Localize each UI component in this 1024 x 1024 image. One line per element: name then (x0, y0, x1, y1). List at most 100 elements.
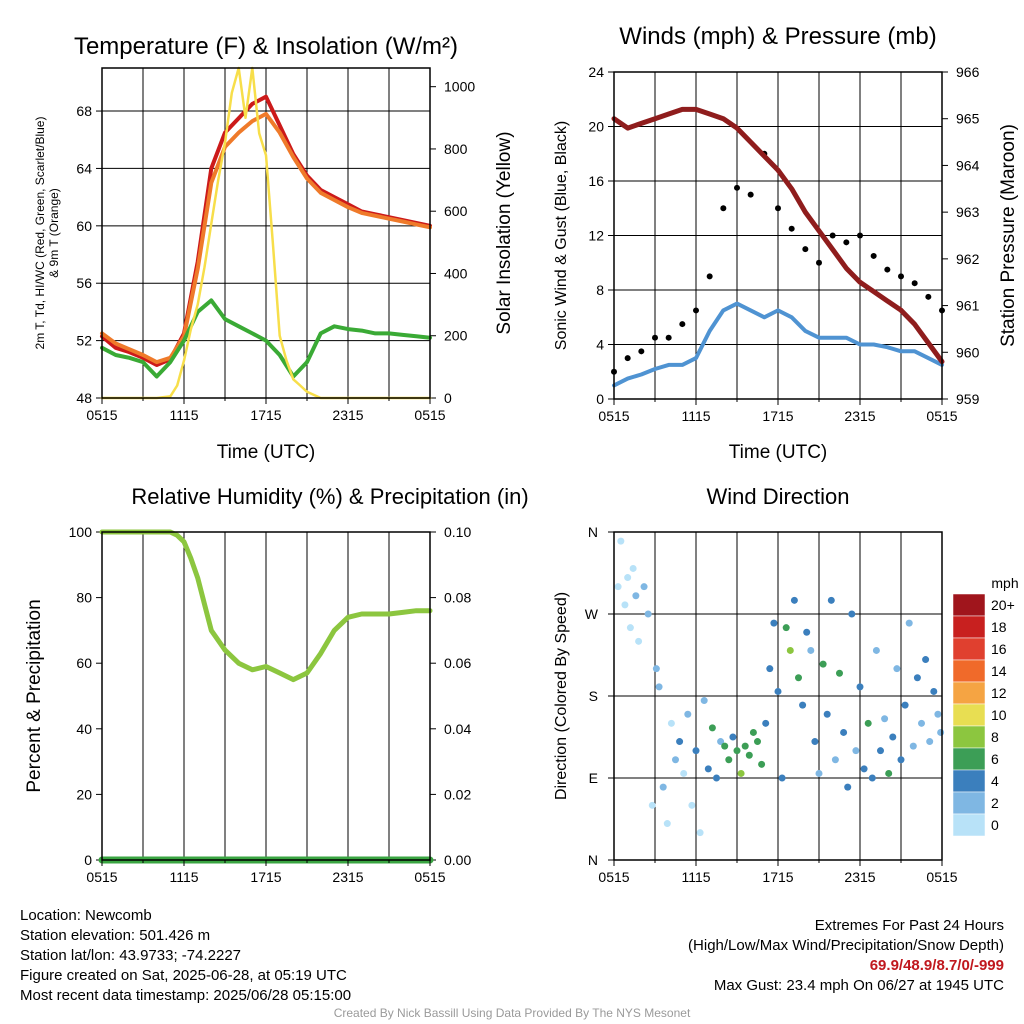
direction-point (836, 669, 843, 677)
direction-point (799, 701, 807, 709)
y2-tick-label: 961 (956, 298, 980, 314)
y2-tick-label: 1000 (444, 79, 475, 95)
direction-point (758, 760, 766, 768)
gust-point (911, 280, 918, 287)
direction-point (815, 769, 823, 777)
x-tick-label: 0515 (414, 407, 445, 423)
direction-point (644, 610, 652, 618)
direction-point (790, 596, 798, 604)
gust-point (747, 191, 754, 198)
direction-point (659, 783, 667, 791)
direction-point (795, 674, 802, 682)
y2-tick-label: 960 (956, 344, 980, 360)
x-tick-label: 0515 (414, 869, 445, 885)
legend-swatch (952, 615, 986, 639)
y-tick-label: 8 (596, 282, 604, 298)
gust-point (870, 252, 877, 259)
x-tick-label: 2315 (332, 869, 363, 885)
direction-point (676, 738, 684, 746)
x-tick-label: 0515 (86, 869, 117, 885)
y2-tick-label: 0.10 (444, 524, 471, 540)
gust-point (638, 348, 645, 355)
legend-swatch (952, 681, 986, 705)
gust-point (829, 232, 836, 239)
legend-swatch (952, 813, 986, 837)
direction-point (811, 738, 819, 746)
legend-label: 16 (991, 641, 1007, 657)
gust-point (898, 273, 904, 280)
panel-title: Wind Direction (706, 484, 849, 509)
insolation-line (100, 66, 432, 400)
y-tick-label: E (589, 770, 598, 786)
x-tick-label: 0515 (926, 408, 957, 424)
x-tick-label: 1715 (762, 408, 793, 424)
panel-title: Winds (mph) & Pressure (mb) (619, 23, 936, 50)
direction-point (786, 646, 794, 654)
y-tick-label: 20 (588, 119, 604, 135)
gust-point (857, 232, 863, 239)
direction-point (827, 596, 835, 604)
direction-point (614, 583, 622, 591)
x-tick-label: 1115 (169, 407, 198, 423)
y-tick-label: 52 (76, 333, 92, 349)
y2-tick-label: 959 (956, 391, 980, 407)
x-tick-label: 1115 (169, 869, 198, 885)
direction-point (930, 687, 938, 695)
direction-point (684, 710, 692, 718)
gust-point (775, 205, 781, 212)
y2-tick-label: 0.00 (444, 852, 471, 868)
direction-point (635, 637, 643, 645)
direction-point (652, 665, 660, 673)
x-tick-label: 1715 (250, 407, 281, 423)
direction-point (901, 701, 909, 709)
wind-line (612, 301, 944, 388)
gust-point (843, 239, 850, 246)
gust-point (693, 307, 699, 314)
gust-point (624, 355, 631, 362)
y-axis-label: Sonic Wind & Gust (Blue, Black) (553, 121, 570, 350)
y-axis-label: Direction (Colored By Speed) (553, 592, 570, 800)
x-axis-label: Time (UTC) (217, 442, 316, 463)
y-tick-label: 16 (588, 173, 604, 189)
direction-point (774, 687, 782, 695)
legend-label: 14 (991, 663, 1007, 679)
y2-tick-label: 964 (956, 157, 980, 173)
direction-point (877, 747, 884, 755)
elevation-text: Station elevation: 501.426 m (20, 927, 211, 944)
gust-point (720, 205, 727, 212)
credit-text: Created By Nick Bassill Using Data Provi… (333, 1006, 691, 1020)
direction-point (909, 742, 917, 750)
y-tick-label: S (589, 688, 598, 704)
direction-point (672, 756, 679, 764)
direction-point (725, 756, 733, 764)
direction-point (721, 742, 729, 750)
direction-point (770, 619, 778, 627)
direction-point (819, 660, 827, 668)
direction-point (913, 674, 921, 682)
y2-tick-label: 966 (956, 64, 980, 80)
max-gust-text: Max Gust: 23.4 mph On 06/27 at 1945 UTC (713, 977, 1004, 994)
direction-point (844, 783, 852, 791)
direction-point (713, 774, 720, 782)
direction-point (648, 801, 656, 809)
y-axis-label-line2: & 9m T (Orange) (47, 188, 61, 278)
y2-tick-label: 200 (444, 328, 468, 344)
gust-point (706, 273, 713, 280)
direction-point (893, 665, 901, 673)
legend-swatch (952, 769, 986, 793)
direction-point (667, 719, 675, 727)
y-tick-label: W (585, 606, 599, 622)
legend-label: 20+ (991, 597, 1015, 613)
direction-point (749, 728, 757, 736)
direction-point (860, 765, 868, 773)
gust-point (788, 225, 795, 232)
gust-point (679, 321, 686, 328)
x-tick-label: 1715 (762, 869, 793, 885)
recent-data-text: Most recent data timestamp: 2025/06/28 0… (20, 987, 352, 1004)
y-tick-label: 12 (588, 228, 604, 244)
direction-point (881, 715, 889, 723)
direction-point (655, 683, 663, 691)
direction-point (766, 665, 774, 673)
y2-axis-label: Station Pressure (Maroon) (998, 124, 1019, 347)
